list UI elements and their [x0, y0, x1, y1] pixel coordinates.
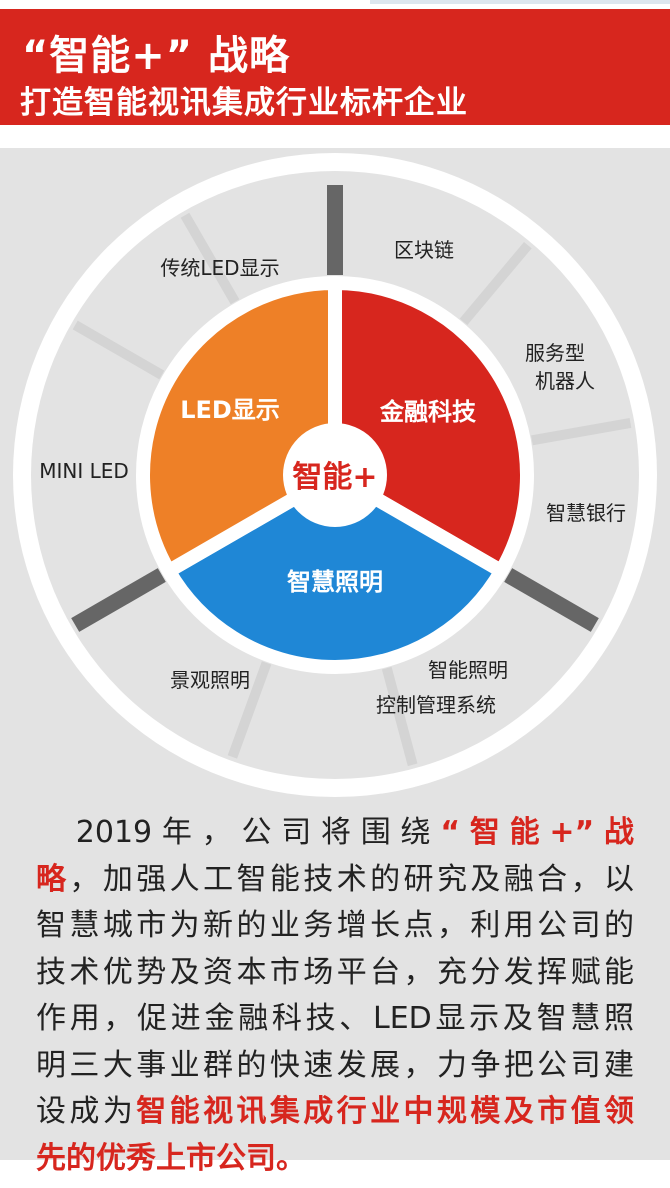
body-text: ，加强人工智能技术的研究及融合，以 — [69, 861, 635, 897]
paragraph-line: 技术优势及资本市场平台，充分发挥赋能 — [36, 950, 634, 997]
paragraph-line: 先的优秀上市公司。 — [36, 1136, 634, 1183]
divider-spoke — [504, 568, 599, 632]
top-strip — [370, 0, 670, 4]
highlight-text: 智能视讯集成行业中规模及市值领 — [136, 1094, 635, 1129]
label-bank: 智慧银行 — [546, 501, 626, 525]
paragraph-line: 略，加强人工智能技术的研究及融合，以 — [36, 857, 634, 904]
body-text: 智慧城市为新的业务增长点，利用公司的 — [36, 908, 634, 943]
highlight-text: 先的优秀上市公司。 — [36, 1140, 306, 1176]
paragraph-line: 智慧城市为新的业务增长点，利用公司的 — [36, 903, 634, 950]
label-mini-led: MINI LED — [39, 459, 129, 483]
highlight-text: “智能+”战 — [440, 815, 634, 850]
paragraph-line: 2019年，公司将围绕“智能+”战 — [36, 810, 634, 857]
highlight-text: 略 — [36, 861, 70, 897]
header-banner: “智能+” 战略 打造智能视讯集成行业标杆企业 — [0, 9, 670, 125]
divider-spoke — [71, 568, 166, 632]
divider-spoke — [459, 241, 532, 326]
label-robot-1: 服务型 — [525, 341, 585, 365]
body-text: 作用，促进金融科技、LED显示及智慧照 — [36, 1001, 634, 1036]
label-traditional-led: 传统LED显示 — [160, 256, 279, 280]
body-text: 设成为 — [36, 1094, 137, 1129]
page-subtitle: 打造智能视讯集成行业标杆企业 — [20, 85, 468, 121]
divider-spoke — [381, 666, 418, 767]
sector-label-lighting: 智慧照明 — [287, 568, 383, 596]
divider-spoke — [72, 320, 165, 380]
divider-spoke — [180, 212, 240, 305]
body-text: 明三大事业群的快速发展，力争把公司建 — [36, 1047, 634, 1083]
sector-lighting — [161, 468, 509, 674]
paragraph-line: 作用，促进金融科技、LED显示及智慧照 — [36, 996, 634, 1043]
center-circle — [283, 423, 387, 527]
page-title: “智能+” 战略 — [22, 33, 291, 79]
center-label: 智能+ — [292, 460, 377, 495]
paragraph-line: 明三大事业群的快速发展，力争把公司建 — [36, 1043, 634, 1090]
body-text: 2019年，公司将围绕 — [36, 815, 441, 850]
label-robot-2: 机器人 — [535, 369, 595, 393]
divider-spoke — [531, 417, 632, 446]
label-blockchain: 区块链 — [394, 238, 454, 262]
sector-led — [136, 276, 342, 578]
divider-spoke — [227, 661, 272, 759]
label-lighting-ctrl-1: 智能照明 — [428, 658, 508, 682]
body-text: 技术优势及资本市场平台，充分发挥赋能 — [36, 954, 634, 990]
label-landscape: 景观照明 — [170, 668, 250, 692]
sector-label-led: LED显示 — [180, 396, 280, 424]
label-lighting-ctrl-2: 控制管理系统 — [376, 693, 496, 717]
sector-label-fintech: 金融科技 — [379, 398, 477, 426]
paragraph-line: 设成为智能视讯集成行业中规模及市值领 — [36, 1089, 634, 1136]
description-paragraph: 2019年，公司将围绕“智能+”战 略，加强人工智能技术的研究及融合，以 智慧城市为… — [36, 810, 634, 1182]
